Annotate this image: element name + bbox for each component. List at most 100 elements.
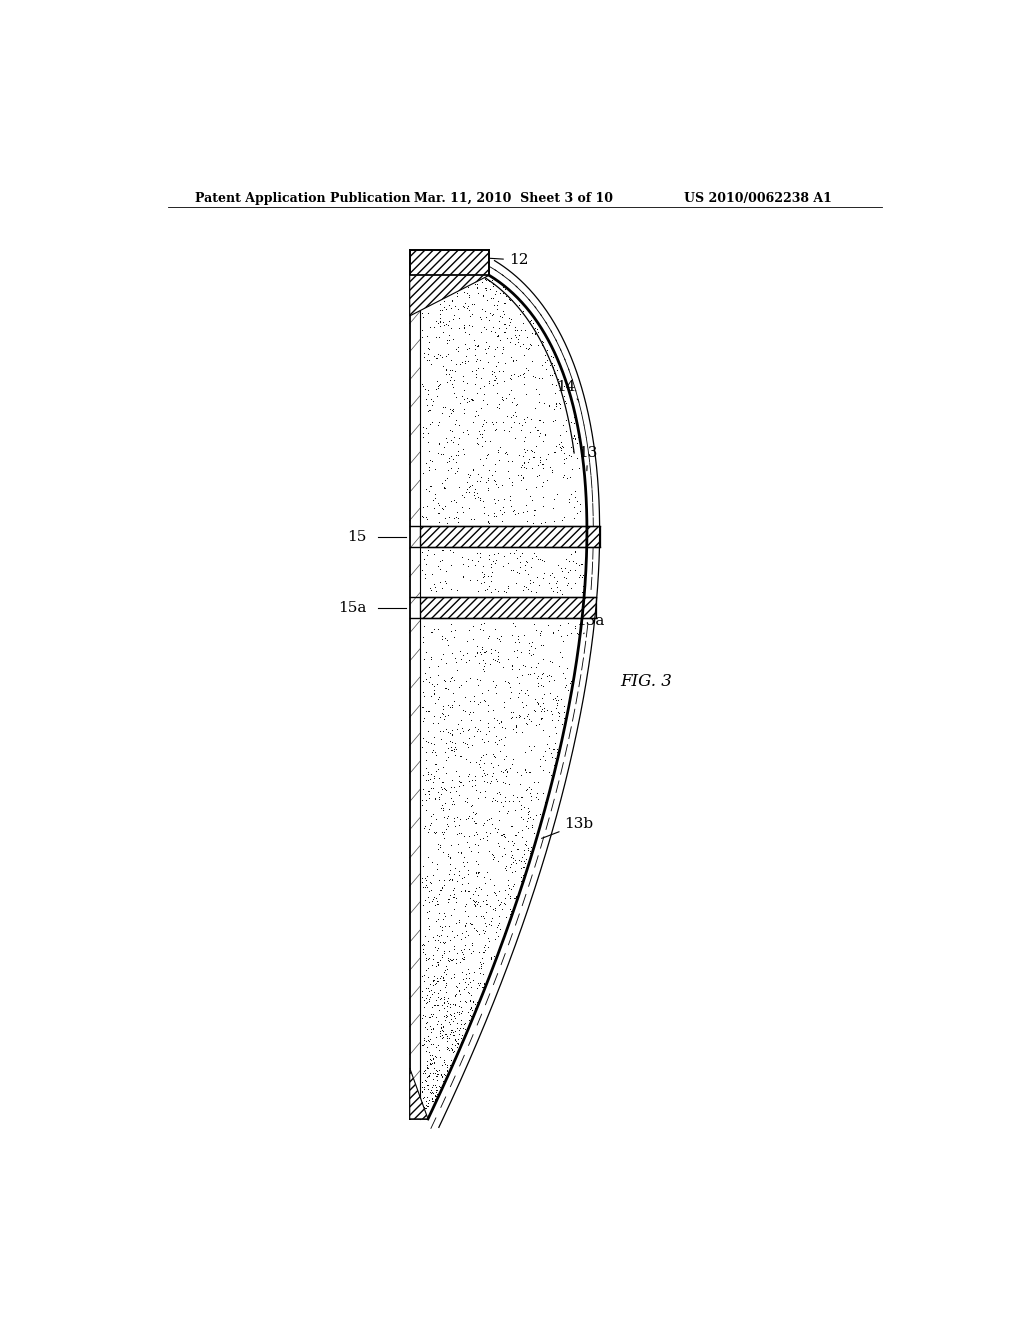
Point — [471, 750, 487, 771]
Point — [439, 1076, 456, 1097]
Point — [423, 777, 439, 799]
Point — [536, 562, 552, 583]
Point — [464, 293, 480, 314]
Point — [417, 281, 433, 302]
Point — [497, 843, 513, 865]
Point — [466, 508, 482, 529]
Point — [440, 1068, 457, 1089]
Point — [441, 722, 458, 743]
Point — [430, 511, 446, 532]
Point — [435, 1078, 452, 1100]
Point — [458, 921, 474, 942]
Point — [421, 282, 437, 304]
Point — [514, 467, 530, 488]
Point — [454, 718, 470, 739]
Point — [474, 414, 490, 436]
Point — [426, 317, 442, 338]
Point — [436, 870, 453, 891]
Point — [456, 444, 472, 465]
Point — [446, 1030, 463, 1051]
Point — [494, 343, 510, 364]
Point — [426, 1089, 442, 1110]
Point — [516, 457, 532, 478]
Point — [485, 708, 502, 729]
Point — [423, 805, 439, 826]
Point — [435, 1006, 452, 1027]
Point — [529, 673, 546, 694]
Point — [442, 949, 459, 970]
Point — [480, 927, 497, 948]
Point — [500, 830, 516, 851]
Point — [511, 850, 527, 871]
Point — [556, 725, 572, 746]
Point — [461, 825, 477, 846]
Point — [417, 1005, 433, 1026]
Point — [431, 432, 447, 453]
Point — [415, 426, 431, 447]
Point — [435, 704, 452, 725]
Point — [436, 570, 453, 591]
Point — [436, 709, 453, 730]
Point — [457, 1039, 473, 1060]
Point — [455, 366, 471, 387]
Point — [483, 965, 500, 986]
Point — [508, 717, 524, 738]
Point — [514, 846, 530, 867]
Point — [546, 566, 562, 587]
Point — [473, 766, 489, 787]
Point — [442, 1049, 459, 1071]
Point — [439, 630, 456, 651]
Point — [438, 1082, 455, 1104]
Text: Mar. 11, 2010  Sheet 3 of 10: Mar. 11, 2010 Sheet 3 of 10 — [414, 191, 612, 205]
Point — [525, 308, 542, 329]
Point — [473, 614, 489, 635]
Point — [501, 774, 517, 795]
Point — [479, 966, 496, 987]
Point — [414, 696, 430, 717]
Point — [419, 866, 435, 887]
Point — [582, 564, 598, 585]
Point — [428, 1089, 444, 1110]
Point — [493, 741, 509, 762]
Point — [528, 545, 545, 566]
Point — [502, 289, 518, 310]
Point — [435, 477, 452, 498]
Point — [446, 985, 463, 1006]
Point — [475, 891, 492, 912]
Point — [539, 358, 555, 379]
Point — [478, 890, 495, 911]
Point — [467, 478, 483, 499]
Point — [441, 1064, 458, 1085]
Point — [414, 326, 430, 347]
Point — [531, 392, 548, 413]
Point — [546, 354, 562, 375]
Point — [453, 841, 469, 862]
Point — [415, 496, 431, 517]
Point — [465, 616, 481, 638]
Point — [551, 705, 567, 726]
Point — [549, 770, 565, 791]
Point — [494, 504, 510, 525]
Point — [515, 850, 531, 871]
Point — [480, 626, 497, 647]
Point — [521, 800, 538, 821]
Point — [571, 566, 588, 587]
Point — [544, 364, 560, 385]
Point — [569, 622, 586, 643]
Point — [580, 475, 596, 496]
Point — [439, 1027, 456, 1048]
Point — [451, 771, 467, 792]
Point — [450, 1034, 466, 1055]
Point — [534, 330, 550, 351]
Point — [420, 821, 436, 842]
Point — [472, 756, 488, 777]
Point — [434, 473, 451, 494]
Point — [496, 692, 512, 713]
Point — [430, 686, 446, 708]
Point — [434, 1028, 451, 1049]
Point — [555, 453, 571, 474]
Point — [470, 923, 486, 944]
Point — [445, 791, 462, 812]
Point — [446, 883, 463, 904]
Point — [421, 672, 437, 693]
